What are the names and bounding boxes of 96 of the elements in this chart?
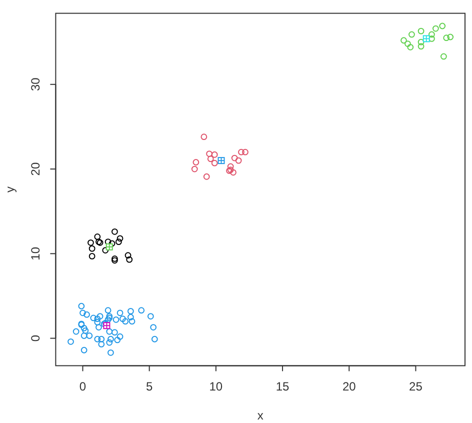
point: [88, 245, 96, 252]
point: [106, 339, 113, 346]
point: [108, 349, 114, 356]
point: [114, 336, 121, 344]
point: [112, 256, 118, 262]
y-tick-label: 20: [28, 162, 43, 176]
x-tick-label: 25: [409, 380, 423, 394]
point: [116, 238, 122, 245]
point: [151, 336, 158, 342]
x-axis-title: x: [257, 408, 264, 423]
point: [422, 35, 430, 42]
point: [418, 43, 424, 50]
point: [68, 338, 74, 345]
point: [106, 328, 113, 335]
point: [203, 173, 210, 180]
point: [218, 157, 225, 164]
point: [80, 324, 88, 332]
point: [102, 247, 109, 254]
point: [127, 308, 134, 314]
point: [230, 169, 236, 176]
point: [238, 148, 244, 156]
point: [440, 53, 447, 60]
point: [108, 336, 114, 342]
point: [112, 228, 118, 235]
point: [119, 316, 126, 322]
point: [200, 134, 208, 140]
y-tick-label: 10: [28, 246, 43, 260]
point: [242, 148, 248, 156]
point: [116, 310, 124, 316]
point: [96, 313, 104, 320]
point: [191, 166, 198, 172]
point: [126, 256, 133, 263]
point: [94, 316, 101, 322]
point: [231, 154, 238, 162]
x-tick-label: 20: [342, 380, 356, 394]
point: [428, 35, 435, 42]
point: [138, 307, 145, 314]
point: [192, 159, 200, 166]
y-axis-title: y: [3, 186, 17, 192]
x-tick-label: 0: [79, 380, 86, 394]
point: [128, 318, 136, 325]
point: [88, 239, 94, 246]
point: [211, 160, 218, 166]
point: [80, 310, 86, 316]
point: [94, 336, 101, 342]
point: [94, 319, 101, 326]
point: [80, 332, 88, 339]
point: [72, 328, 80, 335]
point: [408, 31, 415, 38]
point: [106, 243, 113, 250]
point: [98, 341, 105, 348]
point: [404, 40, 411, 47]
point: [227, 163, 234, 170]
point: [447, 34, 454, 40]
point: [122, 318, 129, 325]
x-tick-label: 15: [276, 380, 290, 394]
point: [116, 235, 124, 242]
point: [108, 240, 116, 247]
point: [90, 314, 97, 322]
point: [112, 316, 120, 323]
point: [407, 44, 414, 50]
point: [439, 22, 446, 30]
point: [428, 31, 435, 38]
point: [116, 333, 124, 340]
point: [206, 150, 212, 157]
point: [235, 157, 242, 164]
point: [211, 151, 218, 158]
point: [104, 307, 112, 314]
point: [418, 28, 424, 34]
point: [78, 302, 85, 310]
y-tick-label: 0: [28, 334, 43, 342]
point: [418, 38, 424, 46]
point: [106, 313, 113, 320]
point: [86, 332, 93, 339]
point: [432, 25, 439, 32]
point: [207, 156, 214, 162]
point: [96, 324, 102, 330]
point: [103, 322, 110, 330]
point: [112, 257, 118, 264]
point: [400, 37, 407, 44]
point: [84, 311, 90, 318]
point: [150, 324, 157, 330]
point: [127, 314, 134, 320]
point: [124, 252, 132, 259]
point: [104, 238, 112, 245]
point: [147, 313, 154, 320]
point: [98, 336, 105, 342]
point: [82, 327, 89, 334]
point: [88, 252, 96, 260]
point: [443, 34, 450, 42]
y-tick-label: 30: [28, 77, 43, 92]
x-tick-label: 5: [146, 380, 153, 394]
point: [80, 346, 88, 354]
x-tick-label: 10: [209, 380, 223, 394]
point: [112, 329, 118, 336]
point: [94, 234, 101, 240]
